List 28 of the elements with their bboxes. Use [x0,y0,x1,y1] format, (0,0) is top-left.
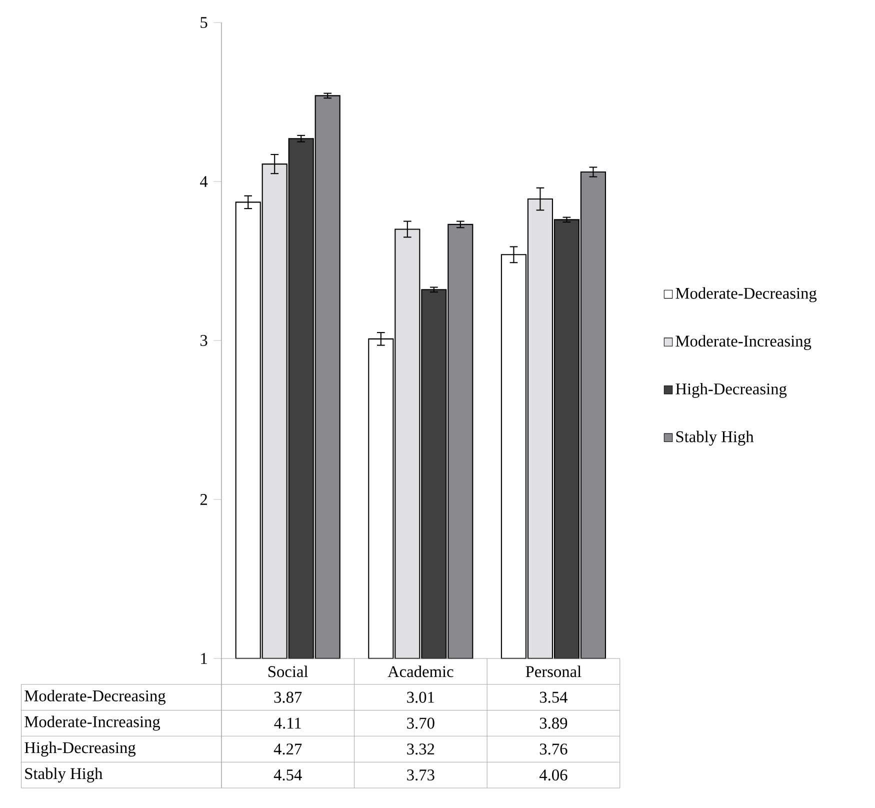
data-label: 4.06 [539,770,568,781]
data-label: 3.54 [540,692,568,704]
x-tick-label: Academic [388,666,454,678]
y-tick-label: 3 [200,335,208,346]
legend-label: Stably High [676,430,754,446]
data-label: 3.89 [540,718,568,729]
data-label: 3.32 [407,744,434,755]
data-label: 3.87 [274,692,302,704]
legend-label: High-Decreasing [676,383,787,398]
text: Moderate-Increasing [24,716,160,731]
y-tick-label: 5 [200,17,208,28]
legend-label: Moderate-Decreasing [676,287,817,302]
y-tick-label: 4 [200,176,208,188]
legend-label: Moderate-Increasing [676,335,812,350]
y-tick-label: 1 [201,653,207,664]
data-label: 4.27 [274,744,302,755]
text: Moderate-Decreasing [24,690,166,705]
text: High-Decreasing [24,742,136,757]
data-label: 3.73 [407,770,434,781]
data-label: 3.01 [407,692,434,704]
x-tick-label: Social [268,666,308,678]
x-tick-label: Personal [526,666,582,678]
y-tick-label: 2 [200,494,207,506]
data-label: 4.54 [274,770,302,781]
data-label: 3.70 [407,718,434,729]
text: Stably High [25,768,103,783]
data-label: 3.76 [540,744,568,755]
data-label: 4.11 [274,718,301,729]
